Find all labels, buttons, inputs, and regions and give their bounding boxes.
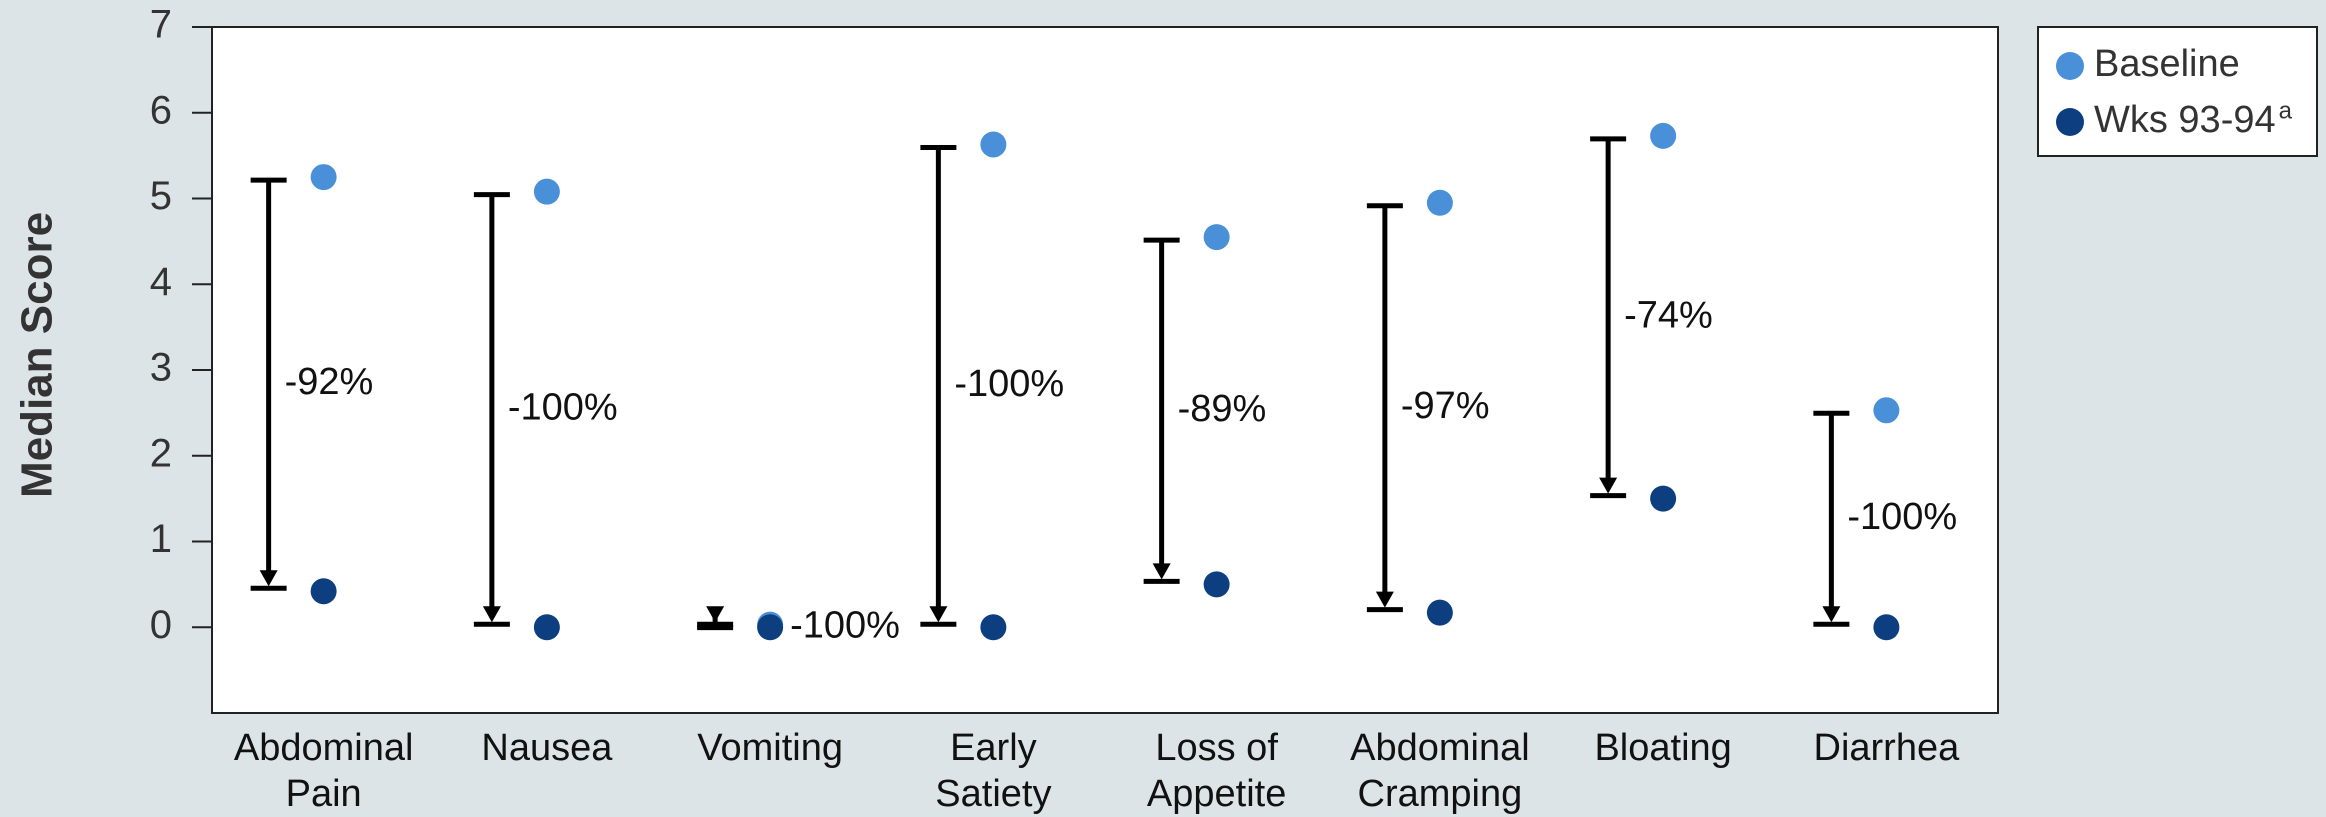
change-label: -100%: [790, 604, 900, 646]
change-arrow: [1590, 136, 1627, 499]
y-tick-label: 7: [150, 3, 172, 47]
legend-label: Baseline: [2094, 43, 2240, 85]
followup-dot: [310, 578, 337, 605]
followup-dot: [757, 614, 784, 641]
change-label: -97%: [1401, 385, 1490, 427]
x-tick-label: Loss of Appetite: [1147, 727, 1286, 815]
x-tick-label: Abdominal Cramping: [1350, 727, 1530, 815]
arrow-head: [1822, 606, 1841, 623]
y-tick-label: 3: [150, 346, 172, 390]
x-tick-label: Diarrhea: [1814, 727, 1961, 769]
arrow-head: [706, 606, 725, 623]
x-tick-label: Abdominal Pain: [234, 727, 414, 815]
change-arrow: [250, 177, 287, 591]
change-label: -100%: [508, 386, 618, 428]
baseline-dot: [310, 164, 337, 191]
change-label: -100%: [954, 363, 1064, 405]
y-tick-label: 2: [150, 431, 172, 475]
change-arrow: [1813, 410, 1850, 627]
baseline-dot: [1203, 224, 1230, 251]
change-arrow: [920, 144, 957, 627]
change-arrow: [473, 192, 510, 627]
x-tick-label: Bloating: [1594, 727, 1731, 769]
legend-label: Wks 93-94: [2094, 99, 2276, 141]
baseline-dot: [1426, 189, 1453, 216]
baseline-dot: [1873, 397, 1900, 424]
legend: [2037, 26, 2318, 157]
y-axis-title: Median Score: [13, 212, 62, 498]
arrow-head: [1375, 591, 1394, 608]
y-tick-label: 1: [150, 517, 172, 561]
legend-swatch: [2056, 108, 2084, 136]
change-arrow: [697, 606, 734, 631]
baseline-dot: [980, 131, 1007, 158]
change-label: -74%: [1624, 294, 1713, 336]
baseline-dot: [1650, 122, 1677, 149]
followup-dot: [533, 614, 560, 641]
legend-superscript: a: [2279, 97, 2293, 124]
change-label: -92%: [285, 361, 374, 403]
followup-dot: [1203, 571, 1230, 598]
arrow-head: [929, 606, 948, 623]
arrow-head: [1599, 477, 1618, 494]
followup-dot: [980, 614, 1007, 641]
y-tick-label: 6: [150, 88, 172, 132]
x-tick-label: Early Satiety: [935, 727, 1051, 815]
baseline-dot: [533, 178, 560, 205]
x-tick-label: Vomiting: [697, 727, 843, 769]
plot-area: [211, 26, 1999, 714]
followup-dot: [1426, 599, 1453, 626]
y-tick-label: 0: [150, 603, 172, 647]
change-arrow: [1143, 237, 1180, 584]
followup-dot: [1873, 614, 1900, 641]
arrow-head: [259, 570, 278, 587]
change-label: -100%: [1847, 496, 1957, 538]
change-arrow: [1366, 203, 1403, 613]
change-label: -89%: [1178, 388, 1267, 430]
legend-swatch: [2056, 52, 2084, 80]
arrow-head: [482, 606, 501, 623]
y-tick-label: 4: [150, 260, 172, 304]
arrow-head: [1152, 563, 1171, 580]
x-tick-label: Nausea: [481, 727, 613, 769]
followup-dot: [1650, 485, 1677, 512]
y-tick-label: 5: [150, 174, 172, 218]
